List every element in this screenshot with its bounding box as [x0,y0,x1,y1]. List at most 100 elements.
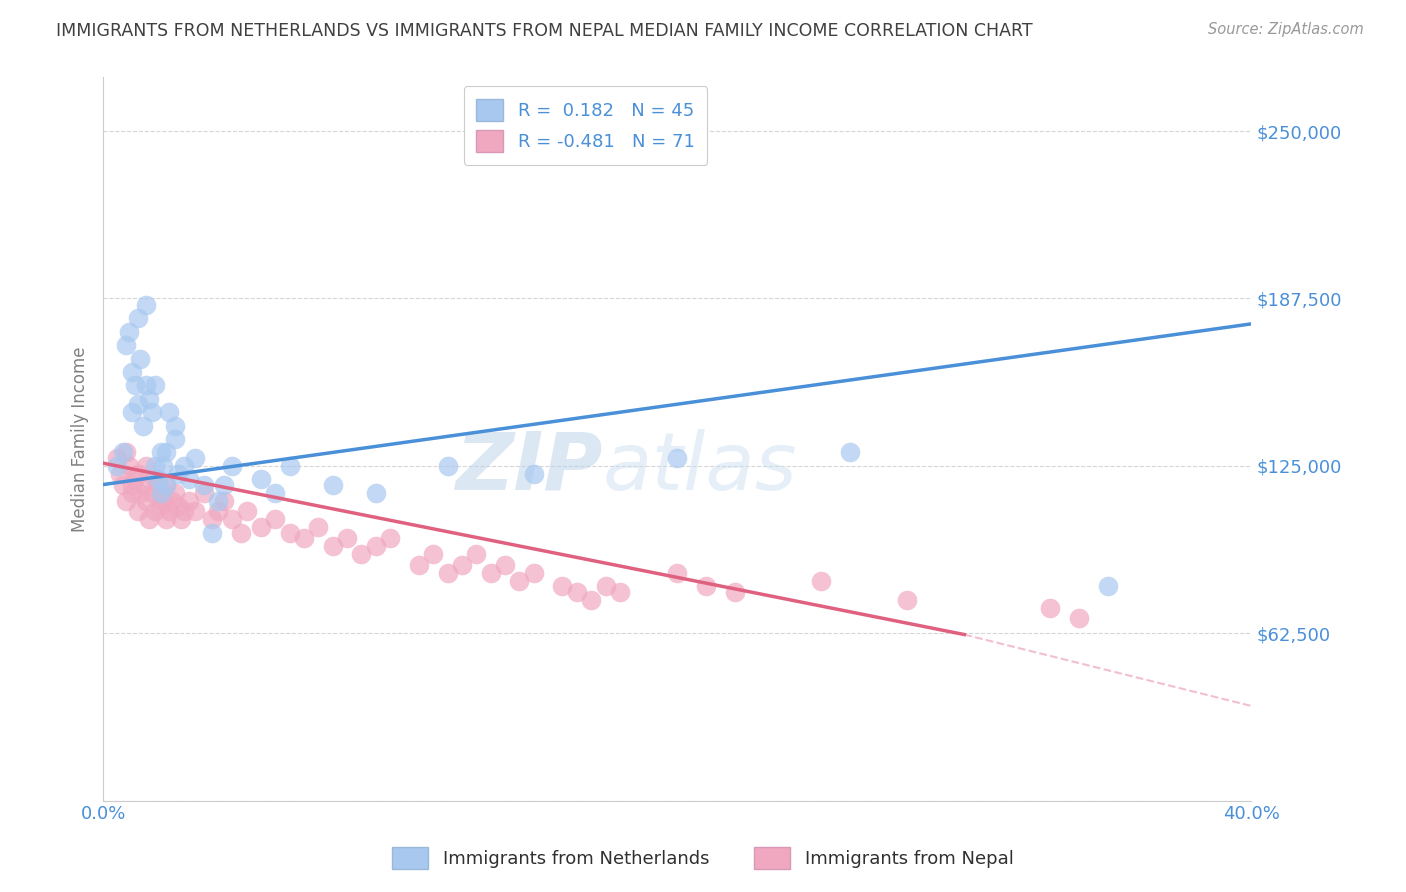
Point [1039,600,1062,615]
Point [322,539,344,553]
Point [221,458,243,473]
Point [155,512,177,526]
Point [278,525,301,540]
Point [565,584,588,599]
Point [364,485,387,500]
Point [264,485,287,500]
Point [212,477,235,491]
Point [166,467,188,481]
Point [112,445,135,459]
Point [138,512,160,526]
Point [129,351,152,366]
Point [336,531,359,545]
Point [278,458,301,473]
Text: Source: ZipAtlas.com: Source: ZipAtlas.com [1208,22,1364,37]
Point [380,531,402,545]
Point [135,378,157,392]
Point [149,485,172,500]
Point [193,477,215,491]
Y-axis label: Median Family Income: Median Family Income [72,346,89,532]
Point [207,504,229,518]
Point [221,512,243,526]
Point [132,477,155,491]
Point [292,531,315,545]
Legend: R =  0.182   N = 45, R = -0.481   N = 71: R = 0.182 N = 45, R = -0.481 N = 71 [464,87,707,165]
Point [155,477,177,491]
Point [110,467,132,481]
Point [149,499,172,513]
Point [350,547,373,561]
Point [896,592,918,607]
Text: IMMIGRANTS FROM NETHERLANDS VS IMMIGRANTS FROM NEPAL MEDIAN FAMILY INCOME CORREL: IMMIGRANTS FROM NETHERLANDS VS IMMIGRANT… [56,22,1033,40]
Point [143,504,166,518]
Point [149,485,172,500]
Point [201,512,224,526]
Point [207,493,229,508]
Point [127,397,149,411]
Point [551,579,574,593]
Point [201,525,224,540]
Text: ZIP: ZIP [456,429,603,507]
Point [666,566,689,580]
Point [143,378,166,392]
Point [124,472,146,486]
Point [695,579,717,593]
Point [155,445,177,459]
Point [184,450,207,465]
Point [149,445,172,459]
Point [508,574,530,588]
Point [264,512,287,526]
Point [451,558,474,572]
Point [436,566,458,580]
Point [479,566,502,580]
Point [163,432,186,446]
Point [157,405,180,419]
Point [155,477,177,491]
Point [523,566,546,580]
Point [163,418,186,433]
Point [141,405,163,419]
Point [115,445,138,459]
Point [163,485,186,500]
Point [422,547,444,561]
Point [235,504,257,518]
Point [132,418,155,433]
Point [1097,579,1119,593]
Point [179,472,201,486]
Point [609,584,631,599]
Point [169,512,191,526]
Point [146,472,169,486]
Point [124,378,146,392]
Point [160,493,183,508]
Point [322,477,344,491]
Point [107,458,129,473]
Point [364,539,387,553]
Point [810,574,832,588]
Point [173,504,195,518]
Point [135,298,157,312]
Point [250,520,273,534]
Point [112,477,135,491]
Point [146,477,169,491]
Point [157,504,180,518]
Point [184,504,207,518]
Point [250,472,273,486]
Point [724,584,747,599]
Point [127,311,149,326]
Point [141,485,163,500]
Point [193,485,215,500]
Point [838,445,860,459]
Point [166,499,188,513]
Point [107,450,129,465]
Point [121,405,143,419]
Point [135,493,157,508]
Legend: Immigrants from Netherlands, Immigrants from Nepal: Immigrants from Netherlands, Immigrants … [384,838,1022,879]
Point [408,558,430,572]
Text: atlas: atlas [603,429,797,507]
Point [173,458,195,473]
Point [135,458,157,473]
Point [115,493,138,508]
Point [152,458,174,473]
Point [138,392,160,406]
Point [115,338,138,352]
